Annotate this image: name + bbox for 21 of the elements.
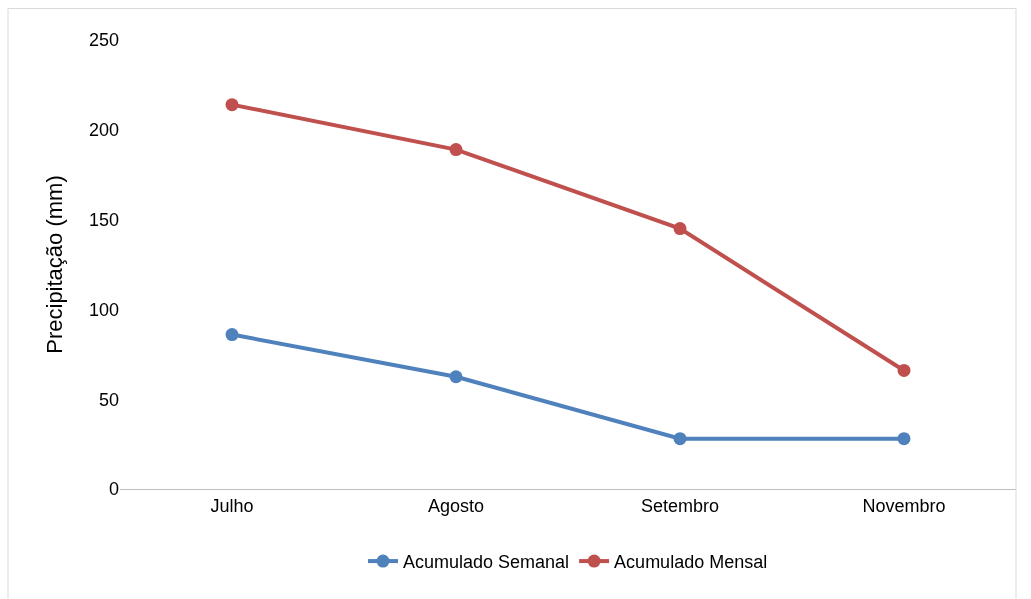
y-tick-label: 200 [88, 120, 119, 141]
point [897, 363, 911, 377]
legend-label: Acumulado Mensal [614, 552, 768, 573]
legend-label: Acumulado Semanal [403, 552, 570, 573]
point [449, 370, 463, 384]
point [225, 98, 239, 112]
y-tick-label: 0 [108, 479, 119, 500]
point [897, 432, 911, 446]
y-tick-label: 50 [98, 389, 119, 410]
y-tick-label: 150 [88, 209, 119, 230]
y-axis-title: Precipitação (mm) [41, 175, 67, 354]
y-tick-label: 100 [88, 299, 119, 320]
point [449, 143, 463, 157]
y-tick-label: 250 [88, 30, 119, 51]
x-tick-label: Agosto [427, 495, 485, 516]
point [673, 432, 687, 446]
x-tick-label: Setembro [640, 495, 720, 516]
x-tick-label: Julho [210, 495, 254, 516]
point [673, 222, 687, 236]
point [225, 328, 239, 342]
x-tick-label: Novembro [862, 495, 946, 516]
